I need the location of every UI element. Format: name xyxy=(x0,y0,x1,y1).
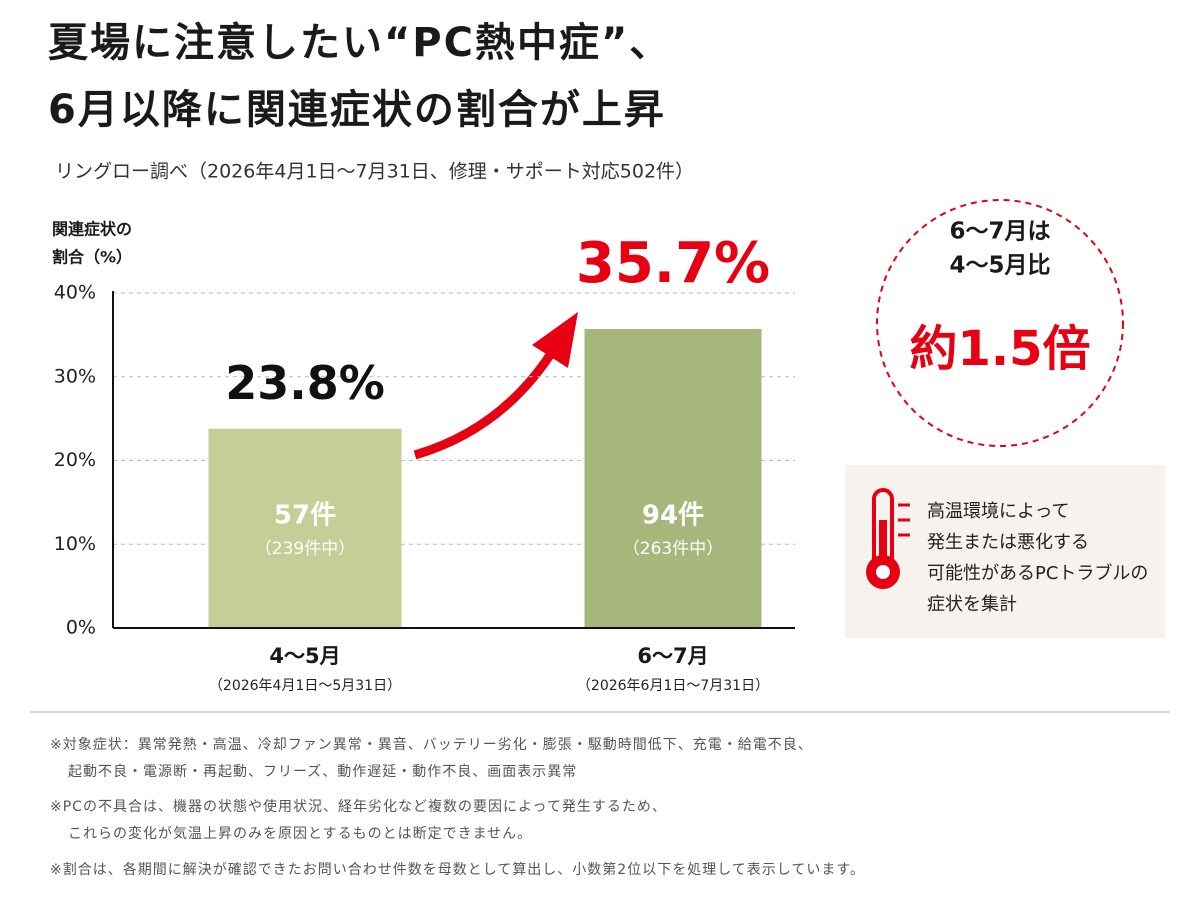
value-label: 35.7% xyxy=(576,231,770,296)
count-label: 57件 xyxy=(274,501,336,531)
count-label: 94件 xyxy=(642,501,704,531)
bar xyxy=(584,329,762,628)
title-line: 6月以降に関連症状の割合が上昇 xyxy=(48,87,666,133)
value-label: 23.8% xyxy=(225,356,385,410)
footnote: ※PCの不具合は、機器の状態や使用状況、経年劣化など複数の要因によって発生するた… xyxy=(50,798,667,815)
callout-circle xyxy=(876,199,1124,447)
note-text: 発生または悪化する xyxy=(927,532,1089,553)
total-label: （263件中） xyxy=(623,539,723,559)
y-tick-label: 30% xyxy=(54,365,96,387)
callout-text: 約1.5倍 xyxy=(909,321,1090,377)
callout-text: 4～5月比 xyxy=(949,253,1050,279)
note-text: 症状を集計 xyxy=(927,594,1017,615)
y-tick-label: 0% xyxy=(66,617,96,639)
x-tick-note: （2026年4月1日～5月31日） xyxy=(209,678,401,694)
trend-arrow xyxy=(413,312,578,460)
footnote: これらの変化が気温上昇のみを原因とするものとは断定できません。 xyxy=(68,825,532,842)
y-axis-label: 関連症状の xyxy=(52,220,132,239)
callout-text: 6～7月は xyxy=(949,219,1050,245)
footnote: 起動不良・電源断・再起動、フリーズ、動作遅延・動作不良、画面表示異常 xyxy=(68,764,577,780)
footnote: ※対象症状：異常発熱・高温、冷却ファン異常・異音、バッテリー劣化・膨張・駆動時間… xyxy=(50,736,813,753)
x-tick-label: 4～5月 xyxy=(269,644,340,668)
bar xyxy=(208,428,402,628)
subtitle: リングロー調べ（2026年4月1日～7月31日、修理・サポート対応502件） xyxy=(55,161,694,183)
y-tick-label: 10% xyxy=(54,533,96,555)
title-line: 夏場に注意したい“PC熱中症”、 xyxy=(48,20,671,66)
y-tick-label: 20% xyxy=(54,449,96,471)
y-axis-label: 割合（%） xyxy=(52,248,132,267)
thermometer-icon xyxy=(866,488,910,589)
x-tick-label: 6～7月 xyxy=(637,644,708,668)
total-label: （239件中） xyxy=(255,539,355,559)
note-text: 可能性があるPCトラブルの xyxy=(927,562,1148,584)
note-box-bg xyxy=(845,465,1165,638)
x-tick-note: （2026年6月1日～7月31日） xyxy=(577,678,769,694)
note-text: 高温環境によって xyxy=(927,501,1070,522)
y-tick-label: 40% xyxy=(54,282,96,304)
footnote: ※割合は、各期間に解決が確認できたお問い合わせ件数を母数として算出し、小数第2位… xyxy=(50,861,865,878)
